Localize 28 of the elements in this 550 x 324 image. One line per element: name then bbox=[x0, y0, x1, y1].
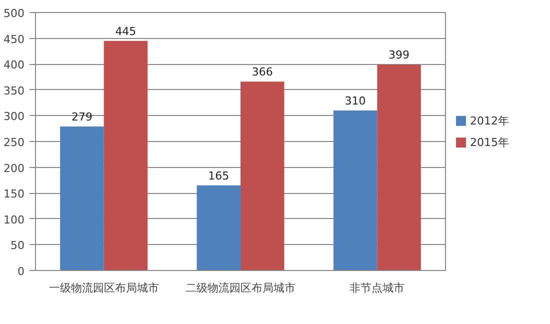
y-tick-label: 250 bbox=[4, 136, 25, 149]
y-tick-label: 200 bbox=[4, 162, 25, 175]
bar bbox=[60, 126, 104, 270]
x-tick-label: 一级物流园区布局城市 bbox=[48, 282, 159, 294]
data-label: 366 bbox=[252, 66, 273, 79]
x-tick-label: 非节点城市 bbox=[350, 282, 405, 294]
bar bbox=[333, 110, 378, 270]
y-tick-label: 0 bbox=[18, 265, 24, 278]
y-tick-label: 150 bbox=[4, 188, 25, 201]
data-label: 445 bbox=[115, 24, 136, 38]
y-tick-label: 500 bbox=[4, 7, 25, 20]
x-tick-label: 二级物流园区布局城市 bbox=[186, 282, 296, 294]
data-label: 279 bbox=[71, 110, 92, 124]
legend-label: 2012年 bbox=[470, 114, 509, 128]
bar bbox=[377, 64, 421, 270]
data-label: 310 bbox=[344, 94, 366, 108]
y-tick-label: 350 bbox=[4, 84, 25, 98]
bar bbox=[240, 82, 284, 270]
y-tick-label: 450 bbox=[4, 32, 25, 46]
bar bbox=[196, 185, 240, 270]
data-label: 399 bbox=[388, 48, 410, 62]
bar bbox=[104, 40, 148, 270]
y-tick-label: 300 bbox=[4, 110, 25, 124]
data-label: 165 bbox=[208, 169, 230, 182]
legend-label: 2015年 bbox=[470, 136, 509, 150]
y-tick-label: 50 bbox=[10, 239, 25, 252]
y-tick-label: 400 bbox=[4, 58, 25, 72]
y-tick-label: 100 bbox=[4, 213, 25, 226]
